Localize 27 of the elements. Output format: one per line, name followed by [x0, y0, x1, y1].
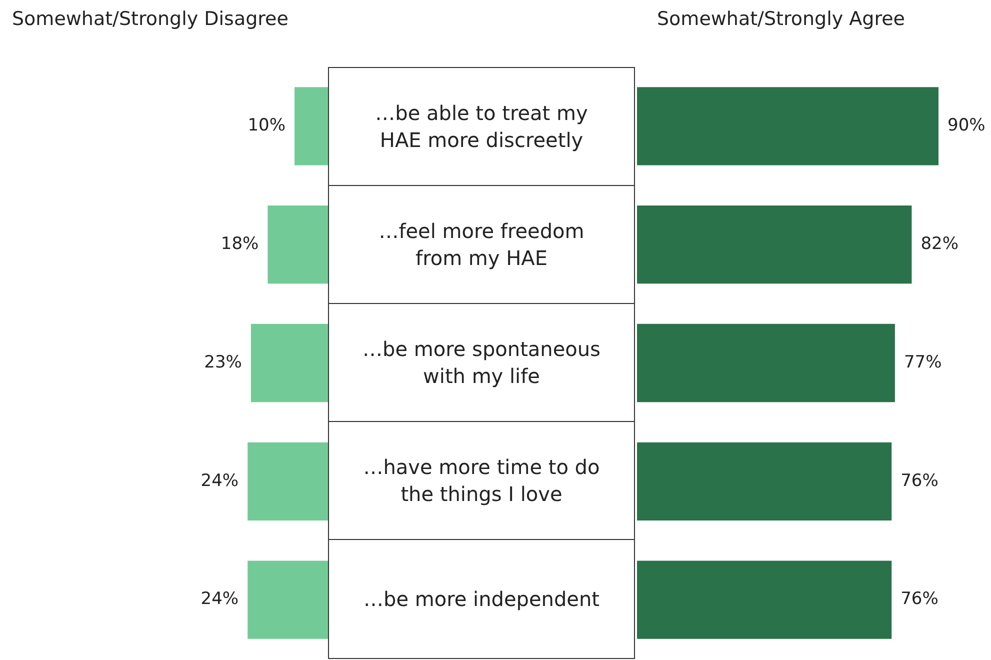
text: Somewhat/Strongly Disagree: [12, 8, 288, 30]
bar: [637, 87, 938, 166]
bar: [248, 442, 328, 520]
bar: [250, 324, 328, 402]
data-label: 10%: [248, 116, 286, 136]
data-label: 82%: [920, 234, 958, 254]
bar: [248, 560, 328, 639]
y-tick-label: …be more independent: [362, 586, 600, 612]
data-label: 24%: [200, 589, 239, 610]
y-tick-label: …be more spontaneous with my life: [329, 304, 634, 422]
bar: [268, 206, 328, 284]
data-label: 18%: [220, 234, 259, 254]
data-label: 90%: [948, 116, 986, 136]
bar: [294, 87, 328, 166]
bar: [637, 206, 912, 284]
data-label: 23%: [204, 352, 242, 372]
text: Somewhat/Strongly Agree: [657, 8, 905, 30]
bar: [637, 324, 895, 402]
data-label: 24%: [200, 470, 239, 491]
y-tick-label: …have more time to do the things I love: [329, 422, 634, 540]
data-label: 76%: [900, 589, 938, 610]
data-label: 76%: [900, 470, 938, 491]
y-tick-label: …feel more freedom from my HAE: [329, 186, 634, 304]
bar: [637, 442, 892, 520]
bar: [637, 560, 892, 639]
y-tick-label: …be able to treat my HAE more discreetly: [329, 68, 634, 186]
data-label: 77%: [904, 352, 942, 372]
